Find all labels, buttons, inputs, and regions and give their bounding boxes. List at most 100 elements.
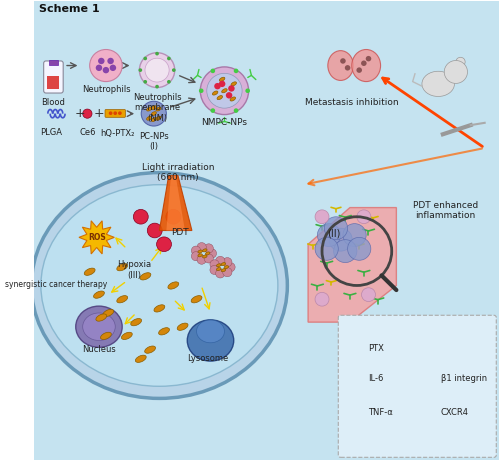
- Ellipse shape: [220, 77, 225, 81]
- Circle shape: [144, 80, 147, 83]
- Ellipse shape: [198, 250, 202, 253]
- Ellipse shape: [152, 106, 156, 110]
- Text: β1 integrin: β1 integrin: [440, 373, 486, 383]
- Circle shape: [204, 244, 214, 253]
- Ellipse shape: [231, 82, 236, 86]
- Circle shape: [145, 58, 169, 82]
- Circle shape: [444, 60, 468, 83]
- Ellipse shape: [146, 107, 152, 111]
- Text: Neutrophils: Neutrophils: [82, 85, 130, 94]
- Ellipse shape: [152, 112, 156, 116]
- Ellipse shape: [348, 343, 360, 351]
- FancyBboxPatch shape: [105, 110, 126, 117]
- FancyBboxPatch shape: [44, 61, 63, 93]
- Ellipse shape: [156, 107, 161, 111]
- Circle shape: [366, 56, 372, 61]
- Circle shape: [210, 260, 219, 269]
- Circle shape: [216, 256, 225, 266]
- Text: Light irradiation
(660 nm): Light irradiation (660 nm): [142, 163, 214, 182]
- Text: +: +: [94, 107, 104, 120]
- Ellipse shape: [154, 305, 165, 312]
- Ellipse shape: [216, 267, 221, 271]
- Text: (II): (II): [327, 228, 340, 238]
- Circle shape: [155, 85, 159, 89]
- Ellipse shape: [212, 91, 218, 95]
- Circle shape: [234, 108, 238, 113]
- Circle shape: [207, 73, 242, 108]
- Text: PC-NPs
(I): PC-NPs (I): [139, 131, 168, 151]
- Text: Scheme 1: Scheme 1: [38, 4, 99, 14]
- Ellipse shape: [328, 51, 353, 80]
- Ellipse shape: [82, 313, 115, 341]
- Text: Nucleus: Nucleus: [82, 345, 116, 354]
- Text: CXCR4: CXCR4: [440, 408, 468, 417]
- Text: ROS: ROS: [88, 233, 106, 242]
- Circle shape: [348, 237, 371, 260]
- Circle shape: [114, 112, 117, 115]
- Circle shape: [108, 112, 112, 115]
- Text: PDT: PDT: [172, 228, 189, 237]
- Circle shape: [329, 228, 352, 251]
- Circle shape: [343, 224, 366, 247]
- Circle shape: [118, 112, 122, 115]
- Circle shape: [138, 68, 142, 72]
- Circle shape: [167, 57, 170, 60]
- Text: IL-6: IL-6: [368, 373, 384, 383]
- Ellipse shape: [117, 264, 128, 271]
- Circle shape: [226, 263, 235, 272]
- Circle shape: [197, 255, 206, 264]
- Circle shape: [156, 237, 172, 252]
- Circle shape: [324, 217, 347, 240]
- Circle shape: [345, 65, 350, 71]
- Ellipse shape: [152, 118, 156, 122]
- Ellipse shape: [221, 263, 226, 266]
- FancyBboxPatch shape: [338, 315, 496, 457]
- Text: Neutrophils
membrane
(NM): Neutrophils membrane (NM): [132, 93, 182, 123]
- Circle shape: [82, 109, 92, 118]
- Ellipse shape: [221, 269, 226, 272]
- Bar: [48, 76, 60, 89]
- Text: hQ-PTX₂: hQ-PTX₂: [100, 129, 134, 138]
- Circle shape: [334, 240, 357, 263]
- Circle shape: [192, 252, 200, 261]
- Circle shape: [96, 65, 102, 71]
- Text: PTX: PTX: [368, 344, 384, 353]
- Ellipse shape: [146, 116, 152, 120]
- Circle shape: [192, 246, 200, 255]
- Text: PDT enhanced
inflammation: PDT enhanced inflammation: [412, 201, 478, 220]
- Circle shape: [340, 58, 345, 64]
- Text: Blood: Blood: [42, 98, 66, 106]
- Ellipse shape: [140, 273, 151, 280]
- Polygon shape: [166, 176, 185, 230]
- Circle shape: [98, 58, 104, 64]
- Circle shape: [166, 209, 181, 224]
- Ellipse shape: [191, 296, 202, 303]
- Ellipse shape: [117, 296, 128, 303]
- Text: PLGA: PLGA: [40, 128, 62, 137]
- Circle shape: [108, 58, 114, 64]
- Circle shape: [199, 89, 203, 93]
- Circle shape: [356, 67, 362, 73]
- Circle shape: [148, 223, 162, 238]
- Circle shape: [214, 83, 220, 89]
- Circle shape: [315, 292, 329, 306]
- Polygon shape: [79, 221, 114, 254]
- Ellipse shape: [136, 355, 146, 362]
- Ellipse shape: [422, 71, 454, 96]
- Circle shape: [362, 288, 376, 301]
- Circle shape: [210, 69, 215, 73]
- Circle shape: [222, 258, 232, 267]
- Text: NMPC-NPs: NMPC-NPs: [202, 118, 248, 127]
- Circle shape: [361, 60, 366, 66]
- Circle shape: [167, 80, 170, 83]
- Ellipse shape: [32, 172, 288, 398]
- Circle shape: [318, 224, 340, 247]
- Circle shape: [134, 209, 148, 224]
- Circle shape: [207, 249, 216, 258]
- Text: Metastasis inhibition: Metastasis inhibition: [306, 98, 399, 106]
- Text: TNF-α: TNF-α: [368, 408, 393, 417]
- Ellipse shape: [177, 323, 188, 331]
- Circle shape: [246, 89, 250, 93]
- Ellipse shape: [217, 95, 222, 100]
- Circle shape: [216, 269, 225, 278]
